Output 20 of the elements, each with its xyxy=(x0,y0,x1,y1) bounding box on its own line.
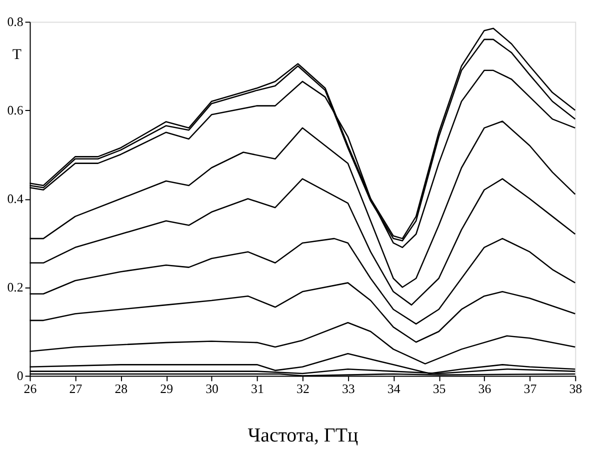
x-tick-label: 38 xyxy=(569,382,582,396)
x-tick-label: 32 xyxy=(296,382,310,396)
x-tick-label: 30 xyxy=(206,382,218,396)
x-tick-label: 36 xyxy=(478,382,492,396)
x-tick-label: 35 xyxy=(432,382,446,396)
x-axis-title: Частота, ГТц xyxy=(248,424,359,447)
x-tick-label: 28 xyxy=(114,382,128,396)
x-tick-label: 27 xyxy=(69,382,83,396)
y-tick-label: 0.8 xyxy=(7,15,24,30)
y-axis-title: T xyxy=(12,46,22,63)
y-tick-label: 0.2 xyxy=(7,280,24,295)
x-tick-label: 31 xyxy=(251,382,264,396)
x-tick-label: 33 xyxy=(342,382,355,396)
x-tick-label: 26 xyxy=(24,382,38,396)
y-tick-label: 0 xyxy=(16,369,24,384)
y-tick-label: 0.4 xyxy=(7,192,24,206)
y-tick-label: 0.6 xyxy=(7,104,24,118)
x-tick-label: 37 xyxy=(524,382,538,396)
x-tick-label: 34 xyxy=(387,382,401,396)
x-tick-label: 29 xyxy=(160,382,174,396)
